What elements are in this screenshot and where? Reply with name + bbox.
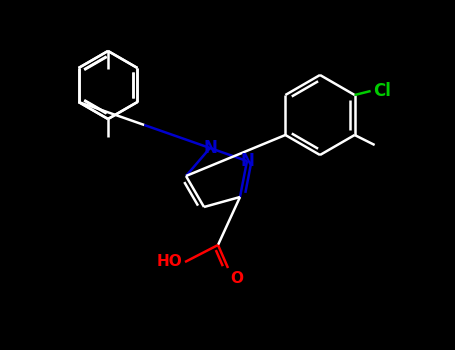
- Text: N: N: [240, 152, 254, 170]
- Text: Cl: Cl: [373, 82, 390, 100]
- Text: O: O: [230, 271, 243, 286]
- Text: N: N: [203, 139, 217, 157]
- Text: HO: HO: [156, 254, 182, 270]
